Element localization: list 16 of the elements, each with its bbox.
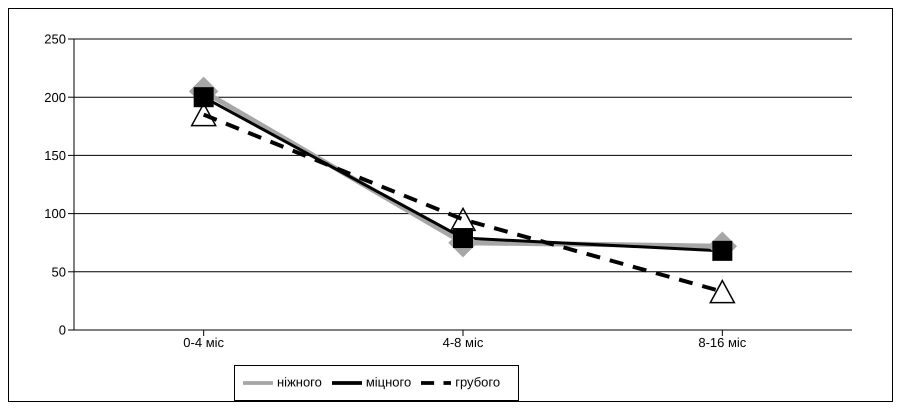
x-tick-label: 4-8 міс <box>442 335 484 350</box>
point <box>453 228 473 248</box>
y-tick-label: 50 <box>52 264 66 280</box>
point <box>710 280 736 304</box>
y-tick-label: 0 <box>58 322 66 338</box>
legend-label: ніжного <box>277 374 322 390</box>
x-tick-label: 8-16 міс <box>698 335 747 350</box>
legend-label: грубого <box>455 374 500 390</box>
y-tick-label: 250 <box>44 32 66 47</box>
y-tick-label: 150 <box>44 148 66 164</box>
y-tick-label: 200 <box>44 90 66 105</box>
legend-label: міцного <box>366 374 412 390</box>
x-tick-label: 0-4 міс <box>183 335 225 350</box>
y-tick-label: 100 <box>44 206 66 222</box>
point <box>450 208 476 232</box>
point <box>194 87 214 108</box>
